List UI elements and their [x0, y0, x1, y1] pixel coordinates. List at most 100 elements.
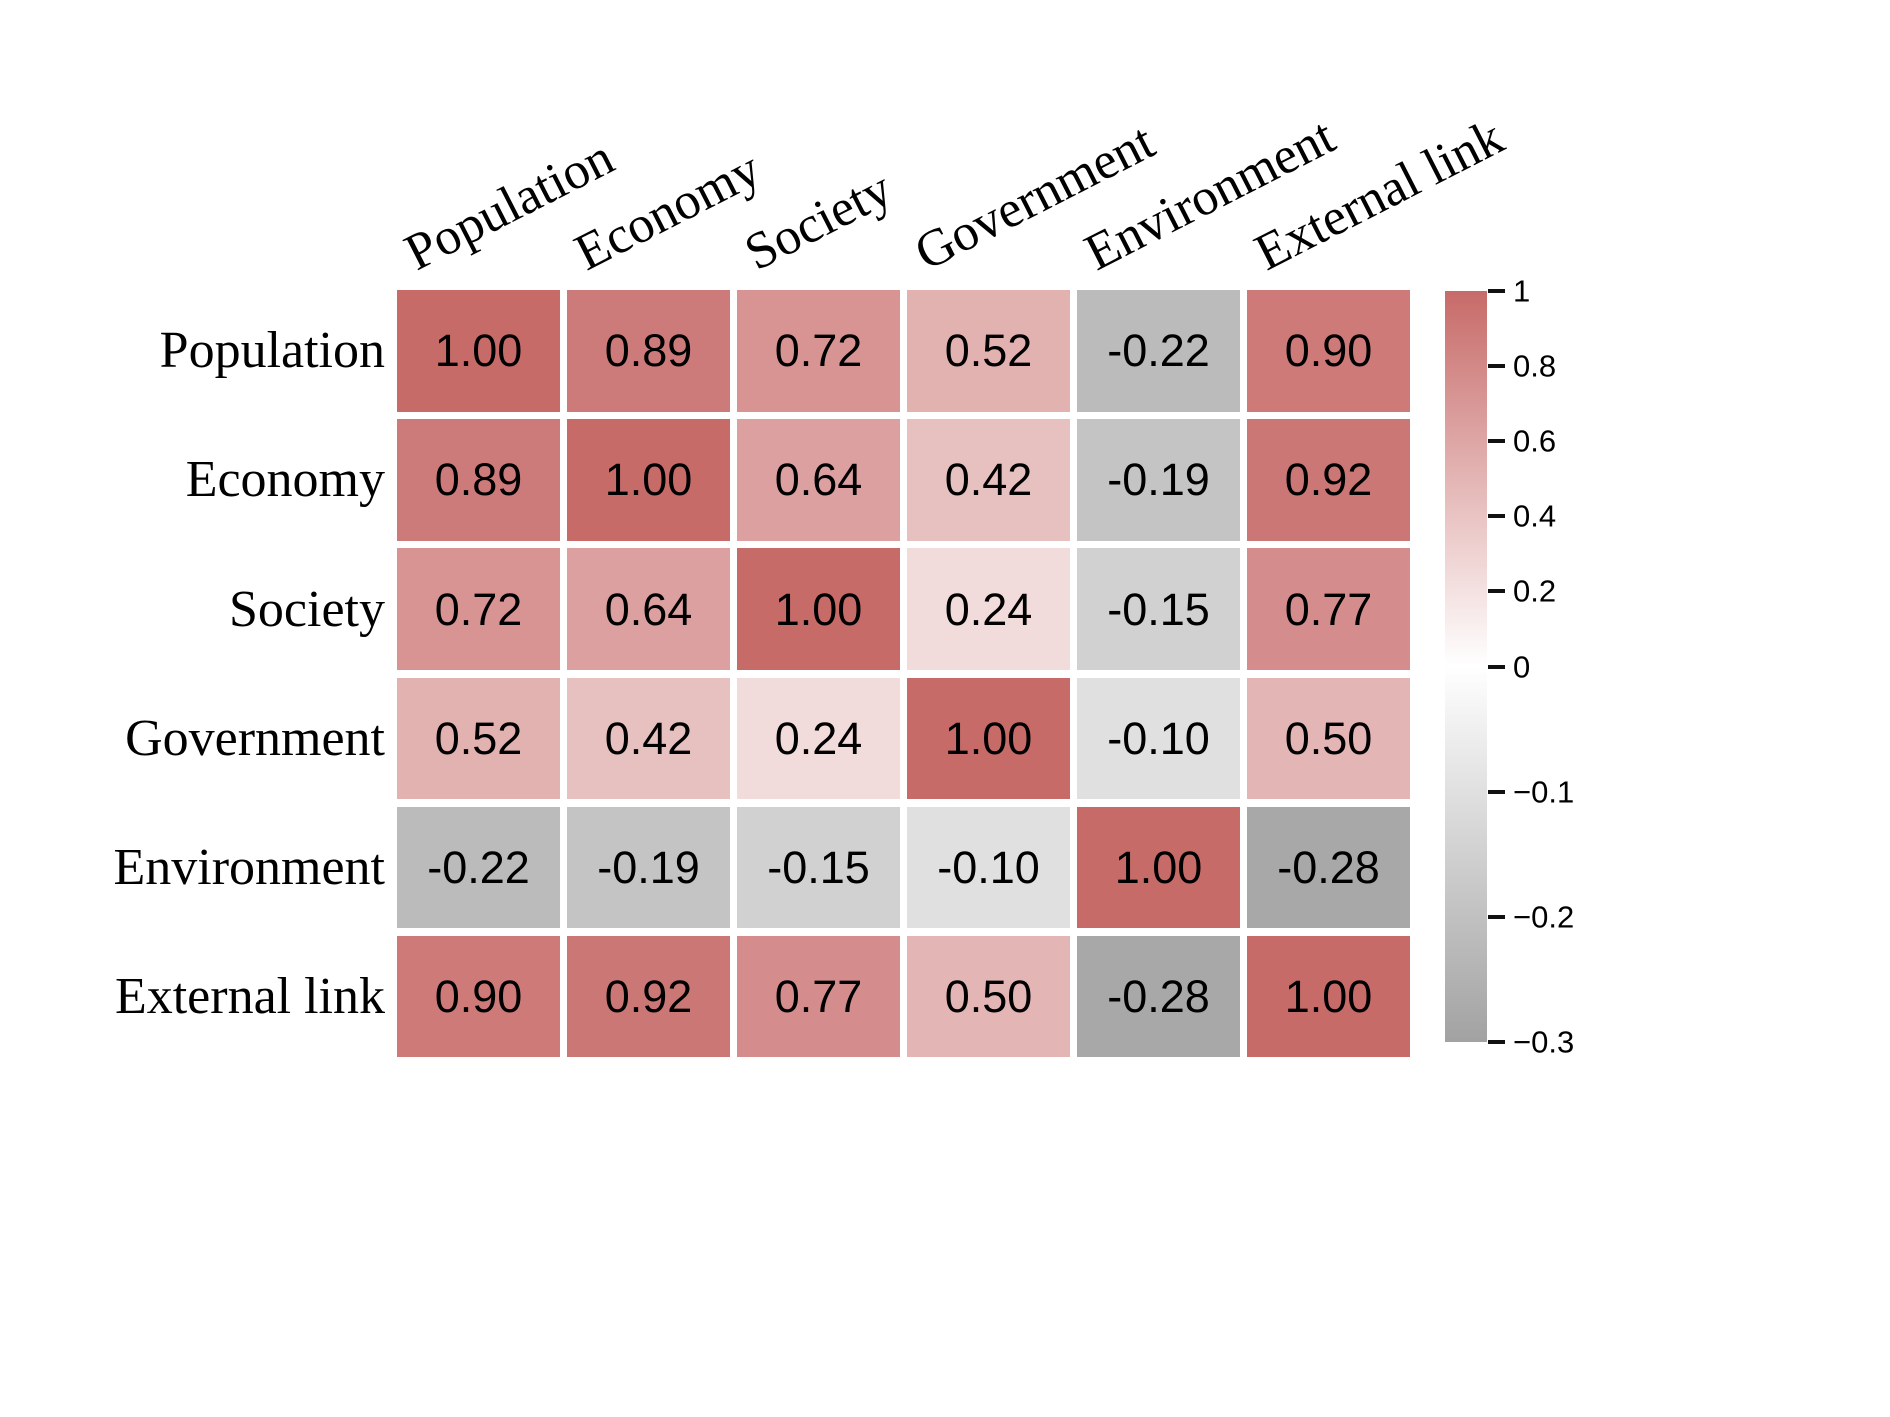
cell-value: 0.42 — [944, 454, 1033, 506]
cell-value: 0.92 — [604, 971, 693, 1023]
heatmap-cell: 1.00 — [1077, 806, 1240, 929]
colorbar-tick — [1488, 1040, 1505, 1044]
colorbar-tick — [1488, 364, 1505, 369]
cell-value: 0.77 — [774, 971, 863, 1023]
cell-value: 0.50 — [944, 971, 1033, 1023]
colorbar-tick-label: 0.4 — [1513, 498, 1557, 534]
cell-value: 0.64 — [774, 454, 863, 506]
colorbar-tick-label: −0.2 — [1513, 899, 1575, 935]
cell-value: 0.52 — [944, 325, 1033, 377]
colorbar-tick — [1488, 664, 1505, 669]
heatmap-cell: -0.19 — [567, 806, 730, 929]
heatmap-cell: 1.00 — [567, 419, 730, 541]
heatmap-cell: 0.89 — [567, 290, 730, 412]
cell-value: 1.00 — [604, 454, 693, 506]
cell-value: 1.00 — [1284, 971, 1373, 1023]
cell-value: 0.92 — [1284, 454, 1373, 506]
heatmap-cell: 0.92 — [567, 935, 730, 1058]
colorbar-tick — [1488, 589, 1505, 594]
cell-value: -0.22 — [1107, 325, 1210, 377]
colorbar-tick-label: 0.8 — [1513, 348, 1557, 384]
heatmap-cell: -0.22 — [397, 806, 560, 929]
heatmap-cell: 1.00 — [397, 290, 560, 412]
heatmap-cell: 1.00 — [737, 548, 900, 670]
row-labels: Population Economy Society Government Enviro… — [0, 290, 385, 1065]
cell-value: 1.00 — [1114, 842, 1203, 893]
cell-value: 0.52 — [434, 712, 523, 764]
row-label: Environment — [113, 839, 385, 896]
cell-value: -0.19 — [597, 842, 700, 893]
heatmap-grid: 1.00 0.89 0.72 0.52 -0.22 0.90 0.89 1.00 0.64 0.4… — [397, 290, 1410, 1058]
cell-value: 1.00 — [774, 583, 863, 635]
cell-value: -0.19 — [1107, 454, 1210, 506]
cell-value: 0.42 — [604, 712, 693, 764]
heatmap-cell: 1.00 — [907, 677, 1070, 800]
heatmap-cell: 0.92 — [1247, 419, 1410, 541]
cell-value: 0.64 — [604, 583, 693, 635]
heatmap-cell: 0.77 — [1247, 548, 1410, 670]
heatmap-cell: -0.15 — [1077, 548, 1240, 670]
row-label: External link — [114, 968, 385, 1026]
heatmap-cell: 0.89 — [397, 419, 560, 541]
heatmap-cell: 0.90 — [1247, 290, 1410, 412]
heatmap-cell: -0.10 — [1077, 677, 1240, 800]
cell-value: 0.77 — [1284, 583, 1373, 635]
colorbar-tick — [1488, 789, 1505, 794]
heatmap-cell: 0.77 — [737, 935, 900, 1058]
heatmap-cell: -0.10 — [907, 806, 1070, 929]
cell-value: -0.22 — [427, 842, 530, 893]
cell-value: -0.10 — [937, 842, 1040, 893]
colorbar-tick — [1488, 514, 1505, 519]
heatmap-cell: -0.19 — [1077, 419, 1240, 541]
cell-value: -0.28 — [1107, 971, 1210, 1023]
cell-value: 0.72 — [774, 325, 863, 377]
heatmap-cell: -0.28 — [1077, 935, 1240, 1058]
cell-value: 0.24 — [774, 712, 863, 764]
cell-value: 0.90 — [434, 971, 523, 1023]
heatmap-cell: 0.72 — [397, 548, 560, 670]
cell-value: -0.28 — [1277, 842, 1380, 893]
heatmap-cell: 1.00 — [1247, 935, 1410, 1058]
heatmap-cell: -0.22 — [1077, 290, 1240, 412]
cell-value: 0.89 — [434, 454, 523, 506]
colorbar-tick-label: 0.6 — [1513, 423, 1557, 459]
cell-value: -0.15 — [767, 842, 870, 893]
heatmap-cell: -0.15 — [737, 806, 900, 929]
colorbar-tick — [1488, 289, 1505, 293]
cell-value: 1.00 — [944, 712, 1033, 764]
heatmap-cell: 0.90 — [397, 935, 560, 1058]
heatmap-cell: 0.72 — [737, 290, 900, 412]
colorbar-tick-label: −0.1 — [1513, 774, 1575, 810]
heatmap-cell: 0.52 — [397, 677, 560, 800]
heatmap-cell: 0.52 — [907, 290, 1070, 412]
heatmap-cell: 0.24 — [737, 677, 900, 800]
row-label: Government — [125, 709, 385, 767]
cell-value: 1.00 — [434, 325, 523, 377]
colorbar-tick — [1488, 439, 1505, 444]
row-label: Economy — [185, 451, 385, 509]
heatmap-cell: 0.50 — [907, 935, 1070, 1058]
cell-value: 0.72 — [434, 583, 523, 635]
cell-value: 0.89 — [604, 325, 693, 377]
colorbar-tick-label: 1 — [1513, 273, 1531, 309]
cell-value: -0.10 — [1107, 712, 1210, 764]
row-label: Population — [159, 322, 385, 380]
cell-value: 0.50 — [1284, 712, 1373, 764]
heatmap-cell: 0.42 — [907, 419, 1070, 541]
colorbar-tick-label: 0 — [1513, 649, 1531, 684]
row-label: Society — [229, 580, 385, 638]
colorbar-tick — [1488, 914, 1505, 919]
heatmap-cell: 0.24 — [907, 548, 1070, 670]
cell-value: 0.90 — [1284, 325, 1373, 377]
cell-value: 0.24 — [944, 583, 1033, 635]
colorbar-tick-label: −0.3 — [1513, 1024, 1575, 1060]
heatmap-cell: 0.42 — [567, 677, 730, 800]
cell-value: -0.15 — [1107, 583, 1210, 635]
heatmap-cell: 0.64 — [567, 548, 730, 670]
heatmap-cell: 0.50 — [1247, 677, 1410, 800]
heatmap-cell: 0.64 — [737, 419, 900, 541]
heatmap-cell: -0.28 — [1247, 806, 1410, 929]
colorbar-tick-label: 0.2 — [1513, 573, 1557, 609]
colorbar-gradient — [1445, 291, 1487, 1042]
